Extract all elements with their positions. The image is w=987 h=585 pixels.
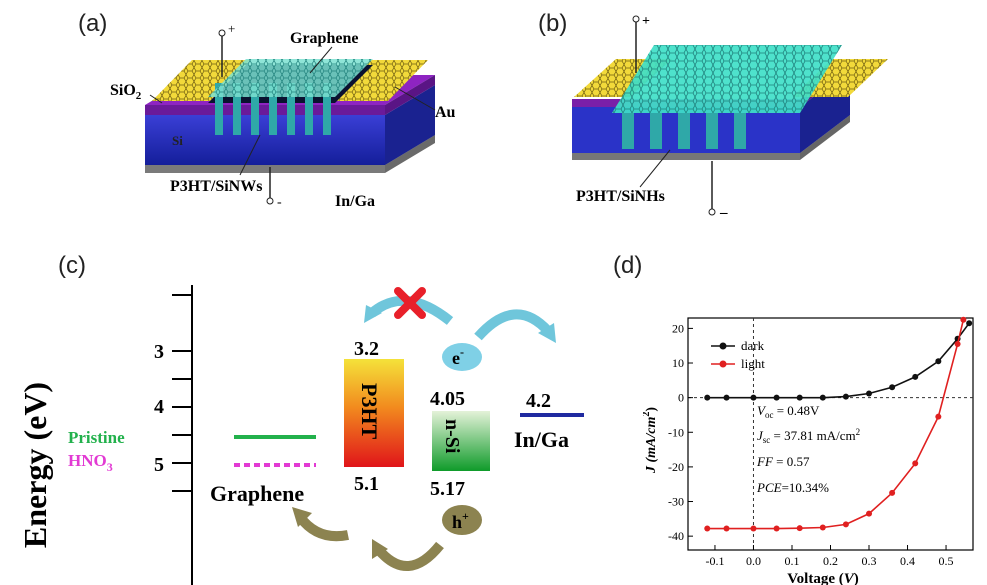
jv-point-dark [842,393,849,400]
jv-x-axis-label: Voltage (V) [787,571,859,585]
minus-label-a: - [277,195,282,210]
panel-b-device: + – P3HT/SiNHs [572,14,888,220]
jv-point-dark [723,394,730,401]
jv-point-light [954,340,961,347]
jv-y-tick-label: 0 [678,391,684,405]
plus-label-b: + [642,14,650,29]
annot-voc: Voc = 0.48V [757,403,820,420]
jv-y-tick-label: -10 [668,425,684,439]
energy-tick-5: 5 [154,454,164,476]
hole-bubble [442,505,482,535]
jv-chart: -0.1 0.0 0.1 0.2 0.3 0.4 0.520100-10-20-30-40 … [643,316,974,585]
panel-c-label: (c) [58,252,86,279]
p3ht-sinhs-label: P3HT/SiNHs [576,188,665,205]
jv-point-dark [935,358,942,365]
jv-point-light [750,525,757,532]
jv-point-dark [866,390,873,397]
jv-point-dark [796,394,803,401]
jv-y-tick-label: -40 [668,529,684,543]
graphene-label-c: Graphene [210,481,304,506]
jv-point-light [723,525,730,532]
jv-y-tick-label: 20 [672,321,684,335]
legend-dark: dark [741,338,765,353]
jv-x-tick-label: 0.0 [746,554,761,568]
jv-point-light [796,525,803,532]
annot-jsc: Jsc = 37.81 mA/cm2 [757,427,860,445]
p3ht-band [344,359,404,467]
legend-hno3: HNO3 [68,451,113,474]
jv-y-tick-label: -20 [668,460,684,474]
jv-point-dark [889,384,896,391]
annot-ff: FF = 0.57 [756,454,810,469]
electron-arrow-to-inga [474,309,552,341]
jv-point-dark [750,394,757,401]
annot-pce: PCE=10.34% [756,480,829,495]
jv-point-dark [819,394,826,401]
jv-y-tick-label: 10 [672,356,684,370]
jv-y-tick-label: -30 [668,495,684,509]
jv-point-light [866,510,873,517]
nsi-vb-value: 5.17 [430,478,465,500]
energy-axis-title: Energy (eV) [17,382,53,548]
jv-legend: dark light [711,338,765,371]
nanohole-array-b [622,113,746,149]
energy-tick-3: 3 [154,341,164,363]
jv-x-tick-label: 0.1 [784,554,799,568]
hole-label: h+ [452,509,469,532]
jv-point-light [704,525,711,532]
plus-label-a: + [228,21,235,36]
blocked-cross-icon [394,287,426,319]
jv-x-tick-label: 0.2 [823,554,838,568]
au-label-a: Au [435,104,456,121]
jv-point-dark [773,394,780,401]
sio2-label-a: SiO2 [110,82,142,102]
electron-label: e- [452,345,464,368]
jv-point-dark [966,320,973,327]
graphene-label-a: Graphene [290,30,358,47]
hole-arrow-to-p3ht [374,541,444,571]
panel-d-label: (d) [613,252,643,279]
panel-a-device: + - Graphene SiO2 Au Si P3HT/SiNWs In/Ga [110,21,456,210]
jv-x-tick-label: 0.5 [939,554,954,568]
jv-point-dark [704,394,711,401]
panel-a-label: (a) [78,10,108,37]
electron-bubble [442,343,482,371]
si-label-a: Si [172,133,183,148]
jv-point-light [842,521,849,528]
p3ht-lumo-value: 3.2 [354,338,379,360]
jv-point-light [912,460,919,467]
hole-arrow-to-graphene [296,513,349,542]
legend-light: light [741,356,765,371]
nsi-cb-value: 4.05 [430,388,465,410]
jv-point-light [889,489,896,496]
jv-point-light [960,316,967,323]
panel-b-label: (b) [538,10,568,37]
nanowire-array-a [215,83,331,135]
jv-x-tick-label: 0.3 [862,554,877,568]
inga-label-c: In/Ga [514,427,569,452]
jv-x-tick-label: -0.1 [705,554,724,568]
jv-point-dark [912,373,919,380]
panel-c-energy-diagram: Energy (eV) 3 4 5 Pristine HNO3 Graphene… [17,285,584,585]
jv-y-axis-label: J (mA/cm2) [643,407,659,474]
jv-point-light [819,524,826,531]
p3ht-homo-value: 5.1 [354,473,379,495]
minus-label-b: – [719,205,728,220]
p3ht-sinws-label: P3HT/SiNWs [170,178,262,195]
inga-label-a: In/Ga [335,193,375,210]
legend-pristine: Pristine [68,428,125,447]
nsi-band [432,411,490,471]
p3ht-label: P3HT [357,383,382,440]
nsi-label: n-Si [441,419,463,454]
jv-x-tick-label: 0.4 [900,554,915,568]
inga-value: 4.2 [526,390,551,412]
jv-point-light [773,525,780,532]
energy-tick-4: 4 [154,396,164,418]
jv-point-light [935,413,942,420]
